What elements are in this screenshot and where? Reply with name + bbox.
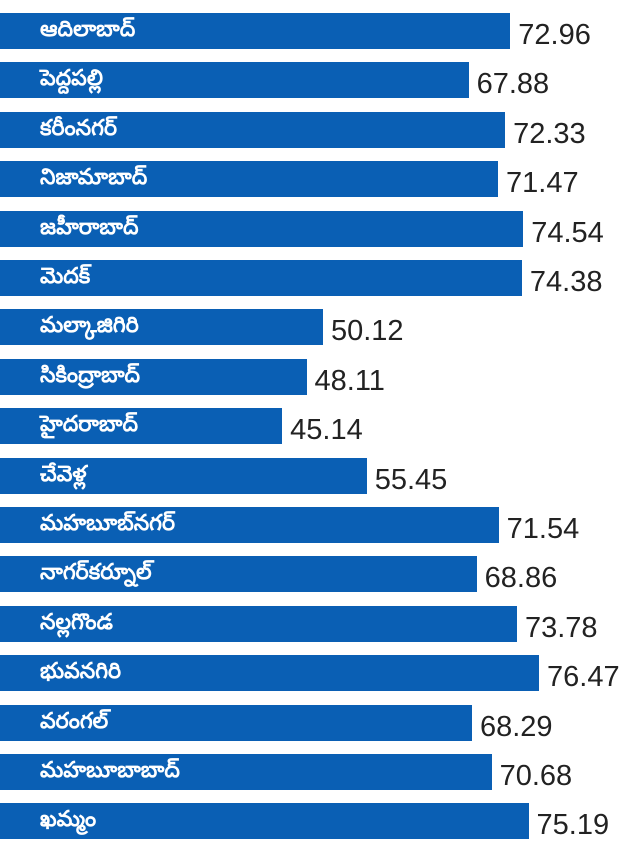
- category-label: చేవెళ్ల: [40, 461, 87, 487]
- bar: [0, 260, 522, 296]
- bar: [0, 457, 367, 494]
- category-label: పెద్దపల్లి: [40, 66, 103, 92]
- bar: [0, 358, 307, 395]
- category-label: భువనగిరి: [40, 659, 122, 685]
- value-label: 72.96: [518, 19, 591, 51]
- bar: [0, 803, 529, 840]
- bar: [0, 62, 469, 99]
- value-label: 71.47: [506, 167, 579, 200]
- value-label: 68.86: [484, 562, 558, 595]
- value-label: 48.11: [314, 364, 385, 397]
- bar: [0, 13, 511, 49]
- bar: [0, 605, 517, 642]
- category-label: జహీరాబాద్: [40, 214, 139, 240]
- bar: [0, 161, 499, 198]
- value-label: 70.68: [499, 760, 573, 792]
- category-label: కరీంనగర్: [40, 115, 118, 141]
- value-label: 75.19: [536, 809, 610, 842]
- bar: [0, 210, 524, 247]
- bar: [0, 556, 477, 593]
- category-label: నాగర్‌కర్నూల్: [40, 560, 152, 586]
- value-label: 72.33: [513, 117, 586, 150]
- bar: [0, 408, 283, 445]
- category-label: నిజామాబాద్: [40, 165, 148, 191]
- value-label: 67.88: [476, 68, 550, 101]
- value-label: 50.12: [330, 315, 404, 348]
- bar: [0, 507, 499, 543]
- category-label: మహబూబ్‌నగర్: [40, 511, 176, 536]
- value-label: 74.54: [531, 216, 604, 249]
- value-label: 71.54: [506, 513, 580, 545]
- value-label: 55.45: [374, 463, 448, 496]
- bar: [0, 704, 472, 741]
- category-label: సికింద్రాబాద్: [40, 362, 141, 388]
- bar: [0, 309, 323, 346]
- category-label: వరంగల్: [40, 708, 109, 734]
- value-label: 76.47: [547, 661, 620, 694]
- category-label: హైదరాబాద్: [40, 412, 138, 438]
- value-label: 73.78: [524, 611, 598, 644]
- bar: [0, 754, 492, 790]
- value-label: 68.29: [479, 710, 553, 743]
- bar: [0, 655, 540, 692]
- value-label: 74.38: [529, 266, 603, 298]
- value-label: 45.14: [290, 414, 363, 447]
- category-label: మల్కాజిగిరి: [40, 313, 139, 339]
- category-label: మహబూబాబాద్: [40, 758, 180, 783]
- category-label: నల్లగొండ: [40, 609, 113, 635]
- bar: [0, 111, 506, 148]
- category-label: మెదక్: [40, 264, 91, 289]
- category-label: ఖమ్మం: [40, 807, 97, 833]
- category-label: ఆదిలాబాద్: [40, 17, 136, 42]
